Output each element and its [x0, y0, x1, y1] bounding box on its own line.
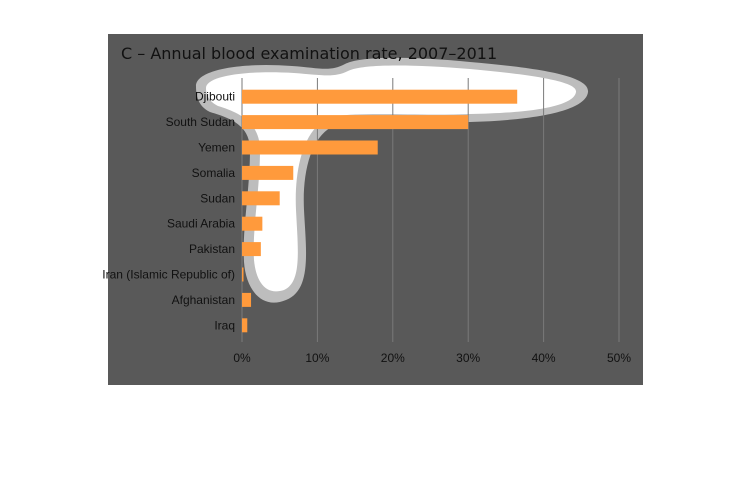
bar-pakistan — [242, 242, 261, 257]
bar-iran-islamic-republic-of — [242, 267, 244, 282]
x-tick-label: 30% — [456, 351, 480, 365]
x-tick-label: 20% — [381, 351, 405, 365]
category-label: Iraq — [214, 318, 235, 332]
category-label: Afghanistan — [172, 293, 235, 307]
ticks-layer: 0% 10% 20% 30% 40% 50% — [233, 351, 631, 365]
bar-afghanistan — [242, 292, 252, 307]
x-tick-label: 0% — [233, 351, 251, 365]
x-tick-label: 40% — [532, 351, 556, 365]
bar-saudi-arabia — [242, 216, 263, 231]
bar-somalia — [242, 165, 294, 180]
bar-south-sudan — [242, 115, 469, 130]
category-label: South Sudan — [166, 115, 235, 129]
x-tick-label: 10% — [305, 351, 329, 365]
bar-djibouti — [242, 89, 518, 104]
category-label: Saudi Arabia — [167, 217, 235, 231]
bar-sudan — [242, 191, 280, 206]
bar-iraq — [242, 318, 248, 333]
category-label: Sudan — [200, 191, 235, 205]
x-tick-label: 50% — [607, 351, 631, 365]
category-label: Pakistan — [189, 242, 235, 256]
category-label: Iran (Islamic Republic of) — [102, 268, 235, 282]
category-label: Yemen — [198, 141, 235, 155]
labels-layer: Djibouti South Sudan Yemen Somalia Sudan Saud… — [102, 90, 235, 333]
bar-yemen — [242, 140, 378, 155]
chart-title: C – Annual blood examination rate, 2007–… — [121, 44, 497, 63]
category-label: Djibouti — [195, 90, 235, 104]
category-label: Somalia — [192, 166, 236, 180]
bars-layer — [242, 89, 518, 333]
